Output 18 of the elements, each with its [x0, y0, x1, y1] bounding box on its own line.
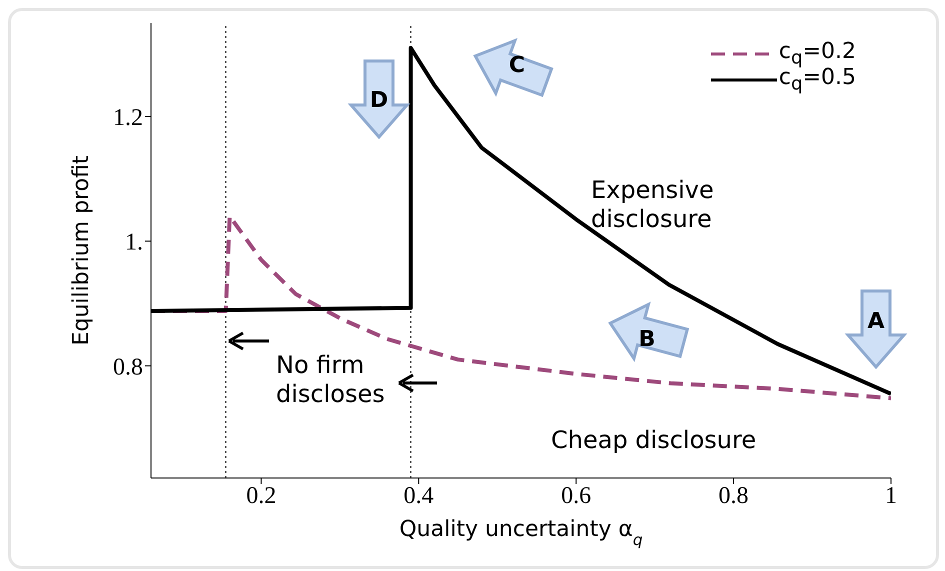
y-tick-label: 1.2 [113, 105, 143, 132]
annotation: Cheap disclosure [551, 426, 758, 455]
y-tick-label: 1. [125, 230, 143, 256]
y-tick-label: 0.8 [113, 354, 143, 380]
x-tick-label: 1 [885, 483, 897, 510]
annotation: A [866, 309, 886, 336]
annotation: B [638, 327, 656, 354]
x-tick-label: 0.8 [718, 483, 749, 510]
annotation: D [368, 88, 390, 114]
annotation: Expensive disclosure [591, 176, 715, 234]
annotation: C [508, 53, 526, 80]
y-axis-title: Equilibrium profit [69, 155, 94, 346]
x-axis-title: Quality uncertainty α$_{q}$ [399, 517, 643, 549]
x-tick-label: 0.4 [404, 483, 434, 510]
x-tick-label: 0.2 [246, 483, 276, 510]
annotation: No firm discloses [276, 351, 386, 409]
legend-label: c$_{q}$=0.2 [778, 39, 856, 69]
x-tick-label: 0.6 [561, 483, 592, 510]
